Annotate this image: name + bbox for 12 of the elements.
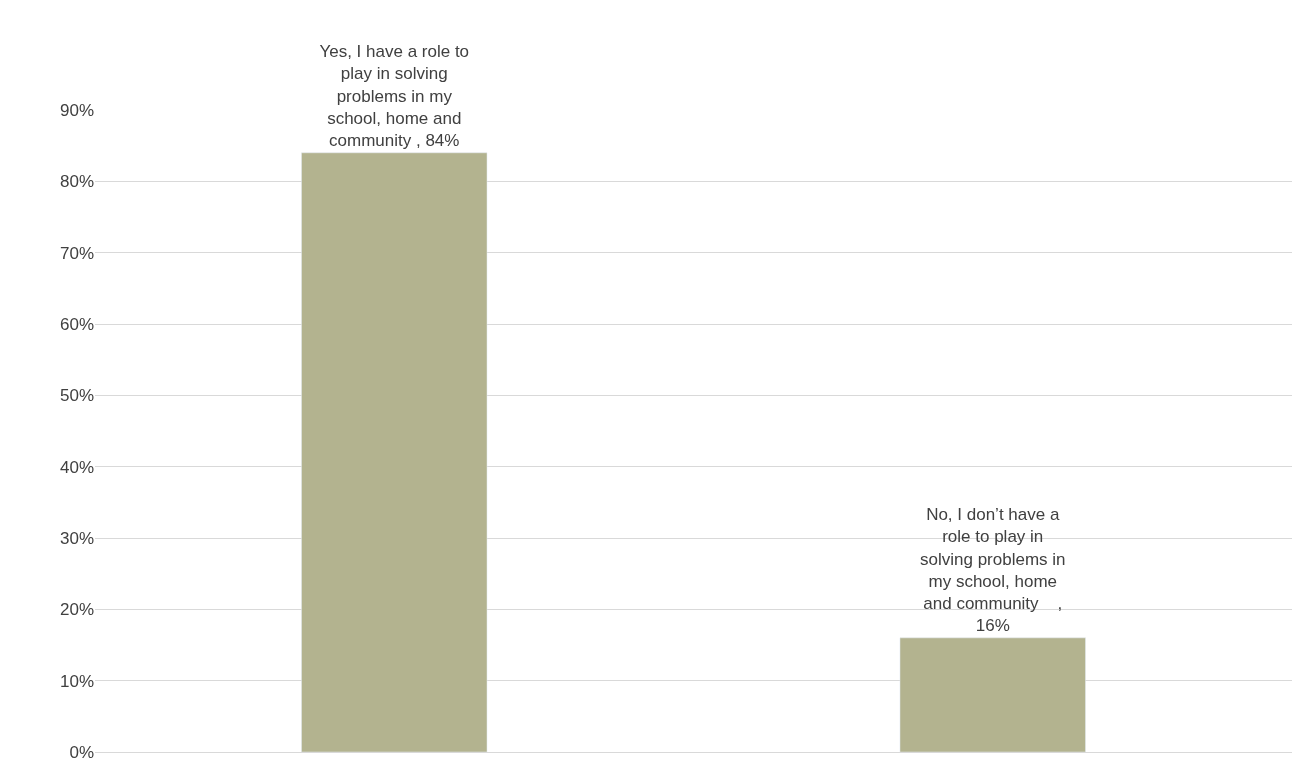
y-tick-label: 0% bbox=[69, 742, 94, 762]
data-label: Yes, I have a role to play in solving problems in my school, home and community , 84% bbox=[319, 42, 470, 150]
y-tick-label: 10% bbox=[59, 671, 94, 691]
y-tick-label: 20% bbox=[59, 600, 94, 620]
y-tick-label: 40% bbox=[59, 457, 94, 477]
y-tick-label: 80% bbox=[59, 172, 94, 192]
y-tick-label: 60% bbox=[59, 314, 94, 334]
data-label: No, I don’t have a role to play in solving problems in my school, home and community , 16% bbox=[919, 505, 1066, 635]
y-tick-label: 50% bbox=[59, 386, 94, 406]
y-tick-label: 30% bbox=[59, 528, 94, 548]
y-tick-label: 70% bbox=[59, 243, 94, 263]
y-tick-label: 90% bbox=[59, 100, 94, 120]
